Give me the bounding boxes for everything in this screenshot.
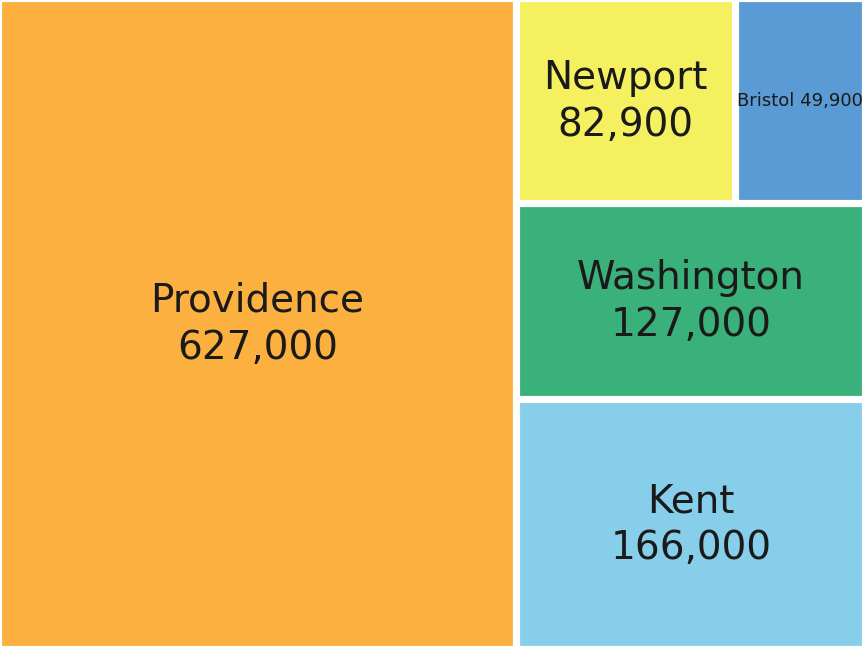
Bar	[518, 401, 864, 648]
Bar	[518, 205, 864, 399]
Text: Providence
627,000: Providence 627,000	[150, 281, 365, 367]
Bar	[518, 205, 864, 399]
Text: Washington
127,000: Washington 127,000	[577, 259, 804, 344]
Text: Newport
82,900: Newport 82,900	[543, 58, 708, 144]
Bar	[518, 401, 864, 648]
Bar	[0, 0, 515, 648]
Bar	[0, 0, 515, 648]
Text: Kent
166,000: Kent 166,000	[610, 482, 772, 567]
Text: Bristol 49,900: Bristol 49,900	[738, 92, 863, 110]
Bar	[737, 0, 864, 202]
Bar	[737, 0, 864, 202]
Bar	[518, 0, 734, 202]
Bar	[518, 0, 734, 202]
